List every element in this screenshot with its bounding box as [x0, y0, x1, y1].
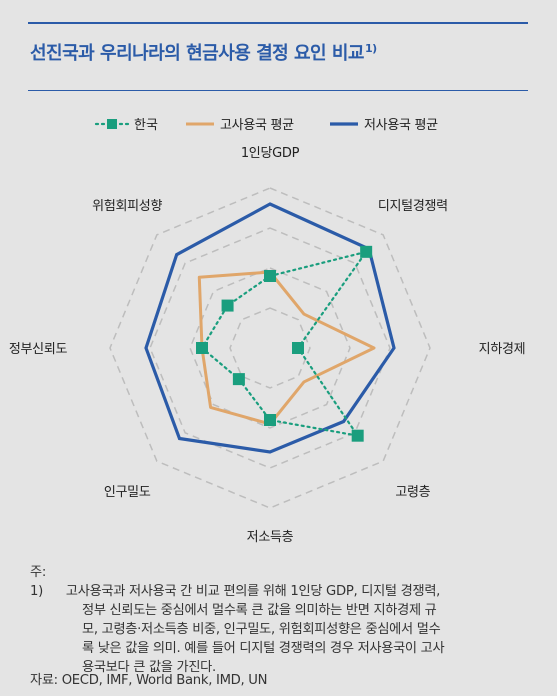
- axis-label-1: 1인당GDP: [241, 146, 300, 161]
- axis-label-8: 위험회피성향: [92, 199, 162, 214]
- korea-point-5: [264, 414, 276, 426]
- axis-label-4: 고령층: [395, 485, 430, 500]
- footnote-prefix: 주: 1): [30, 565, 46, 599]
- axis-label-2: 디지털경쟁력: [378, 199, 448, 214]
- korea-point-2: [360, 245, 373, 258]
- legend-high-cash-label: 고사용국 평균: [220, 118, 294, 133]
- series-line-low-cash-avg: [144, 202, 396, 454]
- grid-ring-2: [189, 267, 351, 429]
- title-footnote-marker: 1): [364, 42, 377, 55]
- grid-ring-1: [229, 307, 311, 389]
- footnote-line-5: 용국보다 큰 값을 가진다.: [82, 660, 216, 675]
- series-line-korea: [200, 250, 369, 438]
- series-line-high-cash-avg: [197, 270, 376, 426]
- axis-label-6: 인구밀도: [104, 485, 151, 500]
- grid-ring-4: [109, 187, 431, 509]
- grid-ring-3: [149, 227, 391, 469]
- korea-point-8: [221, 299, 234, 312]
- korea-point-1: [264, 270, 276, 282]
- legend-korea-marker: [107, 119, 117, 129]
- korea-point-7: [196, 342, 208, 354]
- legend-low-cash-label: 저사용국 평균: [364, 118, 438, 133]
- footnote-line-3: 모, 고령층·저소득층 비중, 인구밀도, 위험회피성향은 중심에서 멀수: [82, 622, 441, 637]
- axis-label-5: 저소득층: [247, 530, 294, 545]
- footnote: 주: 1) 고사용국과 저사용국 간 비교 편의를 위해 1인당 GDP, 디지…: [30, 563, 535, 677]
- footnote-line-1: 고사용국과 저사용국 간 비교 편의를 위해 1인당 GDP, 디지털 경쟁력,: [65, 584, 441, 599]
- top-rule: [28, 22, 528, 24]
- footnote-line-4: 록 낮은 값을 의미. 예를 들어 디지털 경쟁력의 경우 저사용국이 고사: [82, 641, 445, 656]
- korea-point-6: [232, 373, 245, 386]
- chart-title: 선진국과 우리나라의 현금사용 결정 요인 비교1): [30, 39, 377, 65]
- source-note: 자료: OECD, IMF, World Bank, IMD, UN: [30, 673, 268, 688]
- chart-title-text: 선진국과 우리나라의 현금사용 결정 요인 비교: [30, 43, 364, 64]
- korea-point-4: [351, 429, 364, 442]
- legend-korea-label: 한국: [134, 118, 158, 133]
- korea-point-3: [292, 342, 304, 354]
- title-rule: [28, 90, 528, 91]
- axis-label-3: 지하경제: [479, 342, 526, 357]
- axis-label-7: 정부신뢰도: [9, 342, 68, 357]
- footnote-line-2: 정부 신뢰도는 중심에서 멀수록 큰 값을 의미하는 반면 지하경제 규: [82, 603, 437, 618]
